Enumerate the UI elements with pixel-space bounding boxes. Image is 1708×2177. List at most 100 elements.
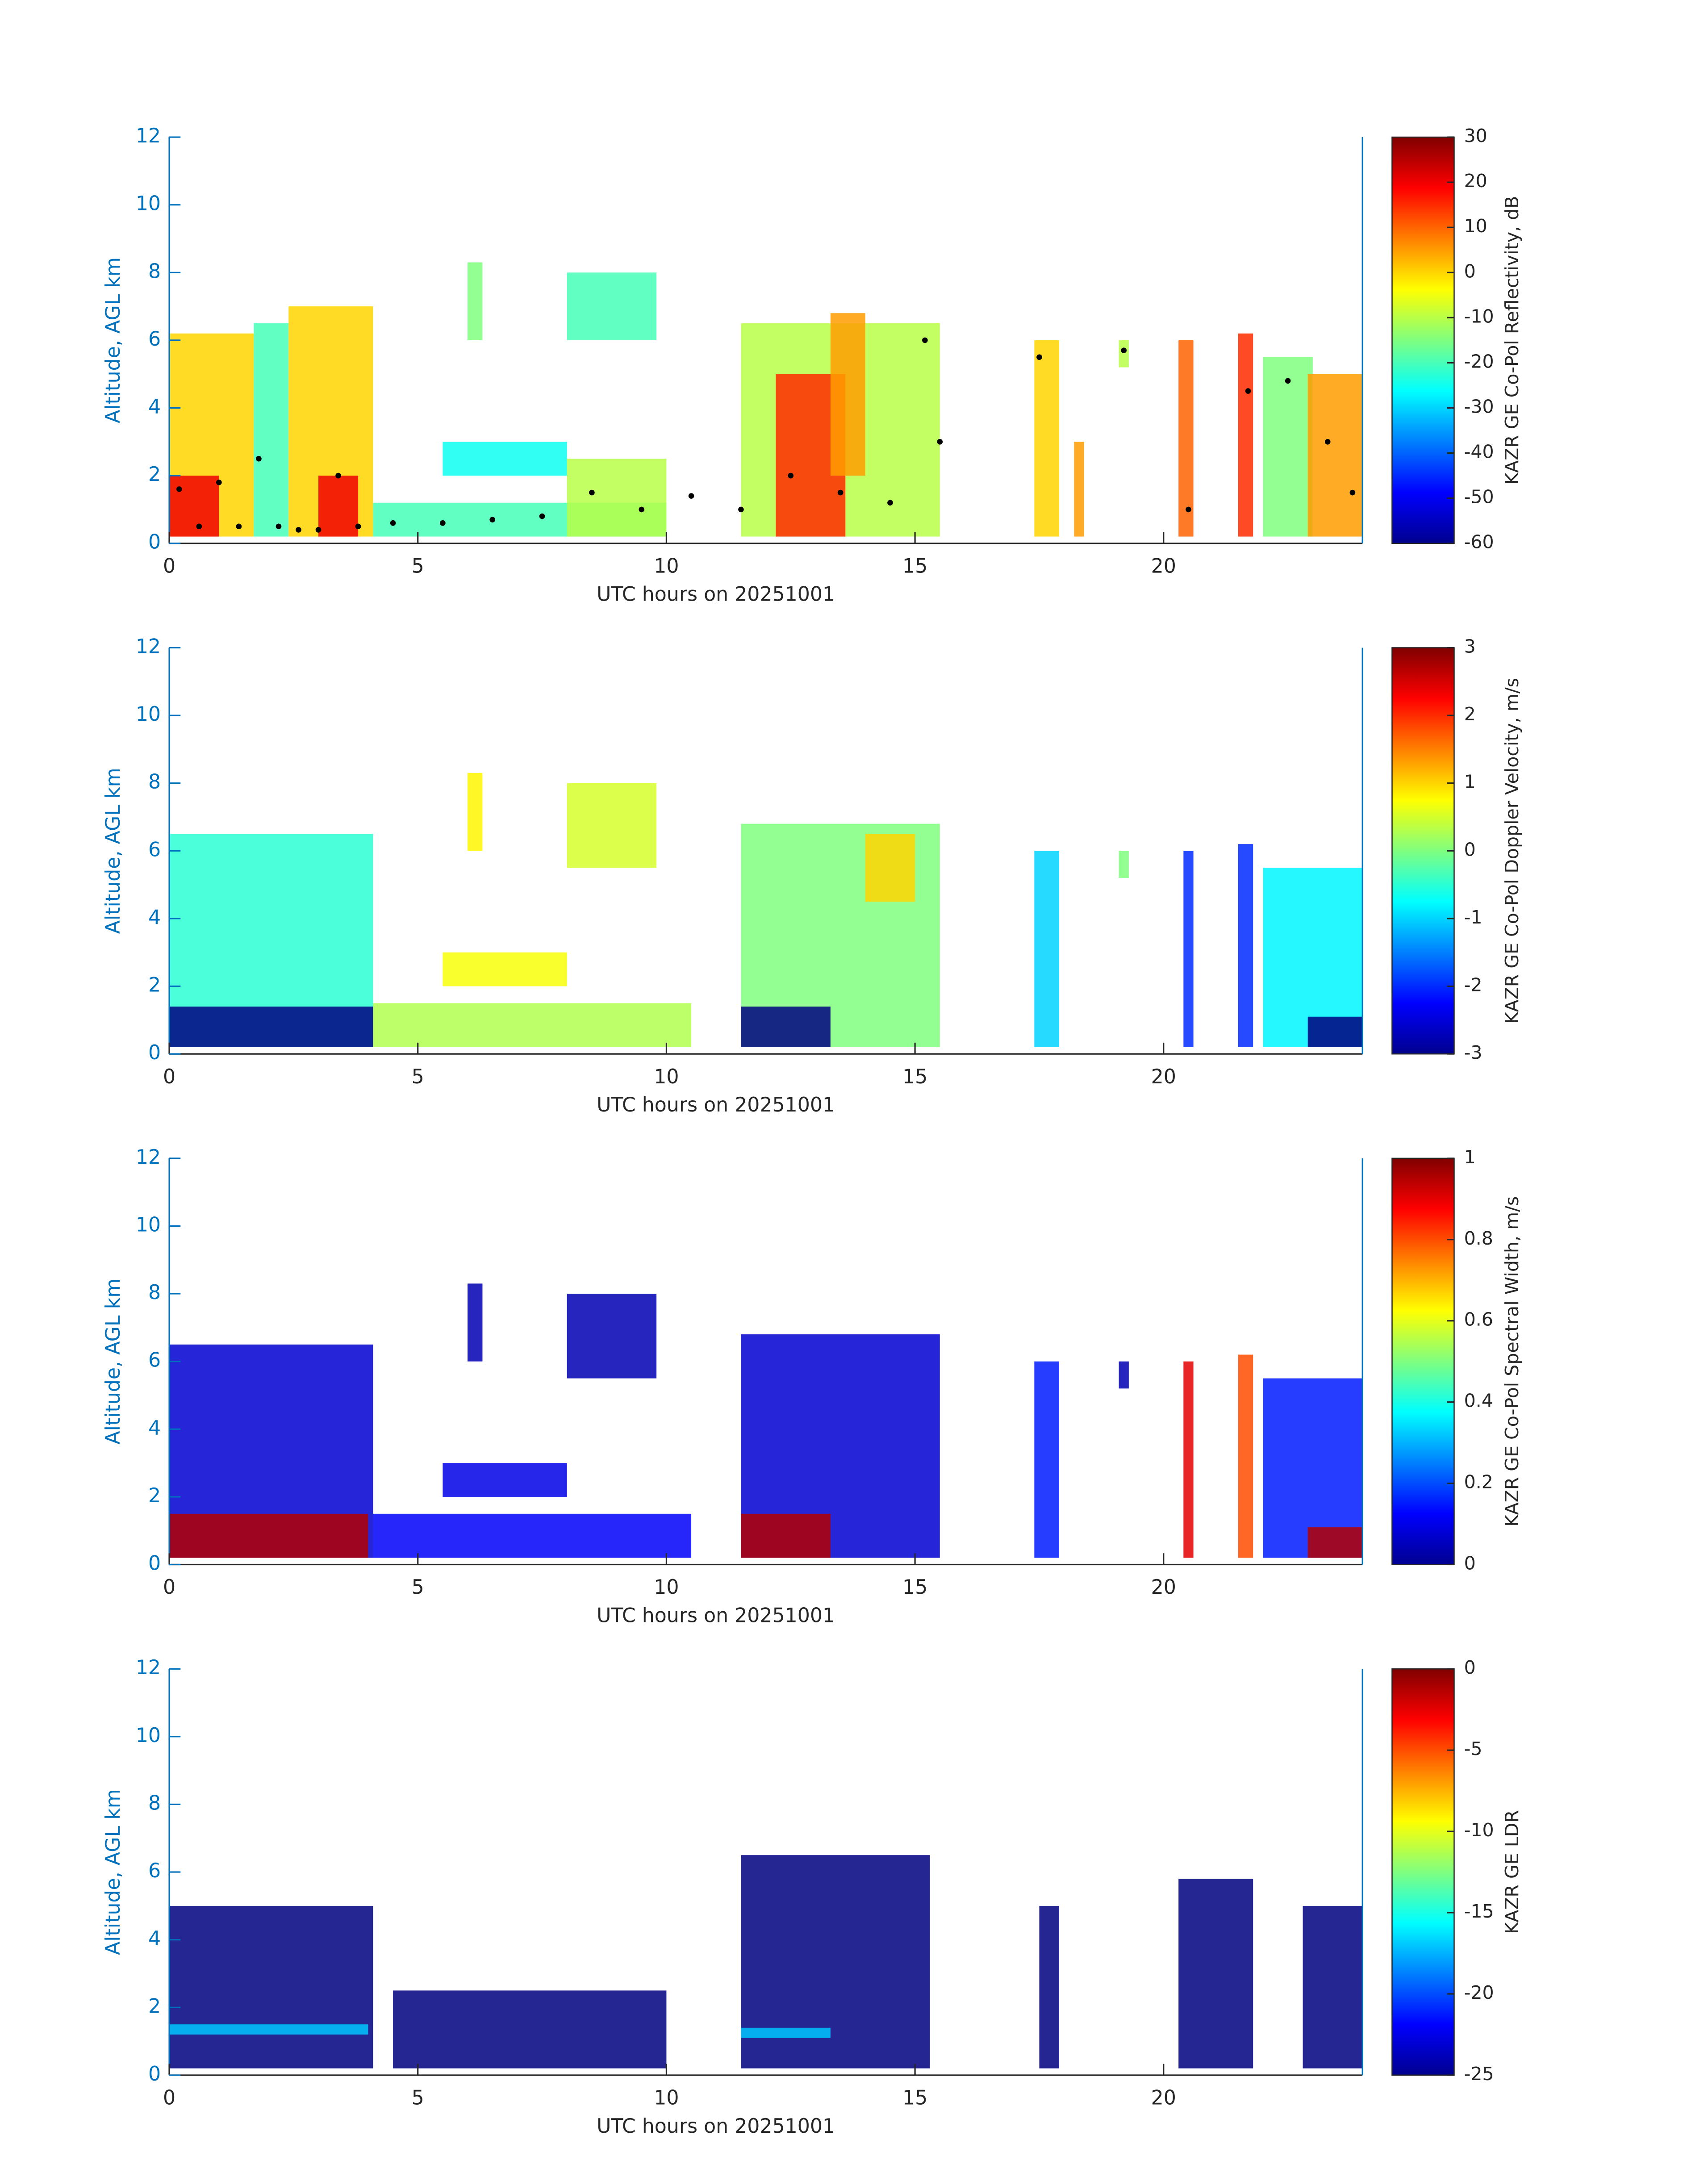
point [1036,354,1042,360]
colorbar-tick-label: -2 [1464,974,1482,996]
point [639,506,645,513]
x-tick-label: 0 [163,2087,175,2110]
colorbar [1391,1668,1455,2076]
point [196,523,202,530]
cell [1039,1905,1059,2068]
x-tick-label: 15 [902,555,927,577]
y-tick-label: 8 [148,771,161,794]
point [355,523,361,530]
cell [468,262,483,340]
y-tick-label: 8 [148,260,161,283]
cell [1238,333,1253,537]
colorbar-tick-label: 0 [1464,1657,1476,1678]
colorbar [1391,136,1455,544]
colorbar-tick-label: 0 [1464,1553,1476,1574]
y-tick-label: 10 [136,1213,161,1236]
y-tick-label: 8 [148,1792,161,1814]
x-tick-label: 15 [902,1576,927,1599]
point [887,500,893,506]
colorbar-tick-label: -5 [1464,1738,1482,1759]
y-tick-label: 0 [148,531,161,554]
y-tick-label: 10 [136,703,161,726]
y-tick-label: 8 [148,1281,161,1304]
x-tick-label: 5 [412,2087,424,2110]
y-axis-label: Altitude, AGL km [102,257,125,423]
x-tick-label: 20 [1151,1066,1176,1088]
colorbar-tick-label: -20 [1464,351,1494,372]
x-tick-label: 10 [654,1066,679,1088]
cell [1263,357,1313,537]
colorbar-tick-label: -50 [1464,486,1494,508]
cell [1119,1361,1129,1389]
point [236,523,242,530]
y-tick-label: 6 [148,1859,161,1882]
y-tick-label: 12 [136,125,161,147]
colorbar-tick-label: -10 [1464,305,1494,327]
cell [567,272,657,340]
y-tick-label: 4 [148,906,161,929]
colorbar-label: KAZR GE LDR [1501,1810,1523,1934]
cell [741,2027,831,2038]
x-tick-label: 5 [412,555,424,577]
cell [567,459,667,537]
cell [254,323,289,537]
colorbar-tick-label: -30 [1464,396,1494,418]
cell [468,773,483,851]
point [1285,378,1291,384]
x-axis-label: UTC hours on 20251001 [597,583,835,606]
y-tick-label: 12 [136,1146,161,1169]
y-tick-label: 2 [148,974,161,997]
colorbar-tick-label: 0.6 [1464,1309,1493,1330]
cell [393,1990,667,2068]
x-axis-label: UTC hours on 20251001 [597,1094,835,1116]
cell [567,1294,657,1379]
cell [1119,340,1129,368]
point [738,506,744,513]
cell [741,1513,831,1558]
cell [373,1003,692,1047]
point [256,455,262,462]
point [216,479,222,485]
cell [1183,1361,1194,1558]
cell [169,2024,368,2035]
colorbar-tick-label: 0.4 [1464,1390,1493,1412]
x-tick-label: 10 [654,555,679,577]
y-axis-label: Altitude, AGL km [102,1789,125,1955]
point [296,527,301,533]
y-tick-label: 4 [148,396,161,418]
x-tick-label: 0 [163,555,175,577]
point [390,520,396,526]
cell [830,313,865,476]
point [937,439,943,445]
cell [443,1463,567,1497]
y-tick-label: 0 [148,1041,161,1064]
x-tick-label: 5 [412,1576,424,1599]
colorbar-tick-label: 0.2 [1464,1471,1493,1493]
cell [1034,340,1059,537]
colorbar-tick-label: -25 [1464,2063,1494,2085]
colorbar-tick-label: -1 [1464,907,1482,928]
cell [169,476,219,537]
x-axis-label: UTC hours on 20251001 [597,2115,835,2138]
point [788,472,794,479]
point [1324,439,1331,445]
point [688,493,694,499]
point [176,486,182,492]
point [1186,506,1191,513]
colorbar [1391,1157,1455,1565]
cell [1178,1879,1253,2068]
cell [1307,1527,1363,1558]
point [489,517,496,522]
cell [567,783,657,868]
colorbar-tick-label: -3 [1464,1042,1482,1063]
x-tick-label: 20 [1151,2087,1176,2110]
cell [169,1006,373,1047]
cell [1178,340,1194,537]
point [837,489,844,496]
y-tick-label: 2 [148,1484,161,1507]
x-tick-label: 10 [654,1576,679,1599]
